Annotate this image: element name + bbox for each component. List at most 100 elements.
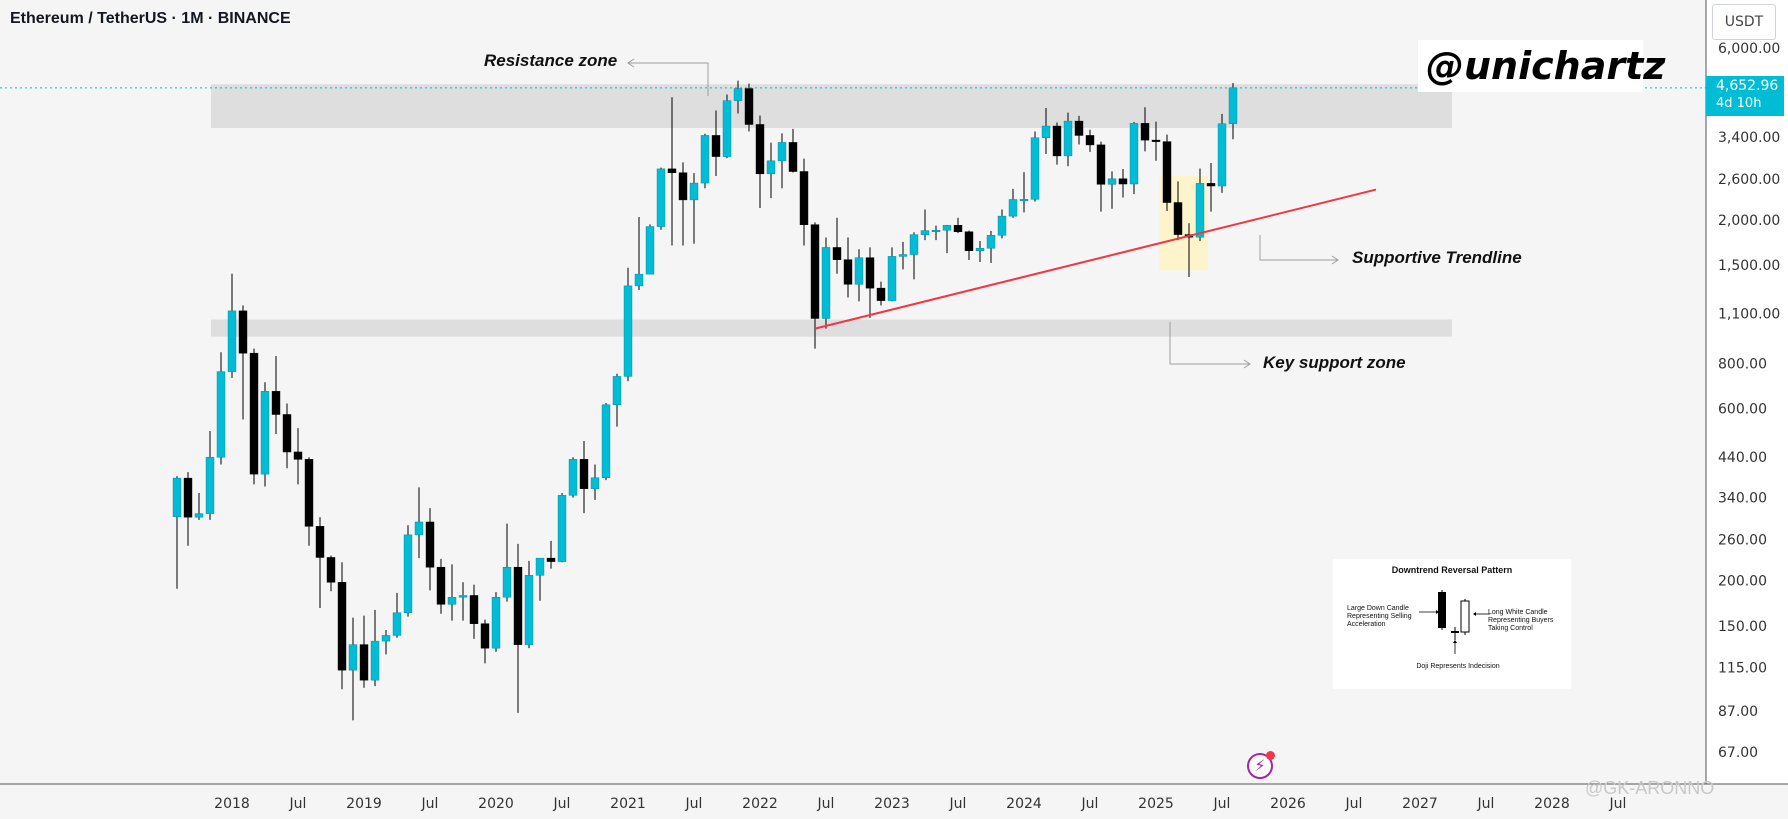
- notification-dot-icon: [1266, 751, 1275, 760]
- candle: [942, 224, 952, 254]
- bearish-candle-body: [799, 171, 809, 225]
- legend-doji-text: Doji Represents Indecision: [1416, 663, 1500, 670]
- candle: [447, 564, 457, 621]
- x-tick-label: Jul: [1213, 796, 1231, 812]
- candle: [557, 493, 567, 563]
- candle: [513, 543, 523, 713]
- candle: [821, 237, 831, 329]
- bearish-candle-body: [326, 557, 336, 583]
- candle: [260, 382, 270, 487]
- y-tick-label: 87.00: [1718, 704, 1758, 720]
- candle: [975, 240, 985, 263]
- x-tick-label: Jul: [1477, 796, 1495, 812]
- bullish-candle-body: [392, 612, 402, 636]
- bullish-candle-body: [766, 160, 776, 175]
- candle: [326, 555, 336, 592]
- bearish-candle-body: [755, 124, 765, 175]
- candle: [568, 457, 578, 498]
- candle: [755, 115, 765, 209]
- y-tick-label: 200.00: [1718, 574, 1767, 590]
- candle: [788, 128, 798, 173]
- bullish-candle-body: [502, 566, 512, 598]
- bullish-candle-body: [601, 404, 611, 478]
- bearish-candle-body: [359, 644, 369, 681]
- candle: [1107, 171, 1117, 209]
- bullish-candle-body: [414, 521, 424, 536]
- candle: [1217, 113, 1227, 193]
- bearish-candle-body: [788, 142, 798, 172]
- y-tick-label: 2,600.00: [1718, 172, 1780, 188]
- bullish-candle-body: [909, 234, 919, 255]
- y-tick-label: 3,400.00: [1718, 130, 1780, 146]
- candle: [271, 355, 281, 435]
- bearish-candle-body: [425, 521, 435, 568]
- bullish-candle-body: [524, 575, 534, 645]
- candle: [579, 441, 589, 514]
- candle-countdown-label: 4d 10h: [1716, 96, 1762, 111]
- bearish-candle-body: [315, 526, 325, 558]
- y-tick-label: 2,000.00: [1718, 213, 1780, 229]
- candle: [1140, 107, 1150, 152]
- bearish-candle-body: [480, 623, 490, 649]
- candle: [909, 232, 919, 280]
- bullish-candle-body: [447, 596, 457, 605]
- legend-diagram: [1419, 590, 1490, 654]
- bearish-candle-body: [876, 287, 886, 301]
- candle: [1173, 181, 1183, 241]
- candle: [414, 487, 424, 559]
- bullish-candle-body: [986, 235, 996, 249]
- bearish-candle-body: [865, 257, 875, 289]
- candle: [1195, 168, 1205, 241]
- candle: [546, 540, 556, 569]
- lightning-icon[interactable]: ⚡: [1247, 751, 1275, 779]
- candle: [645, 224, 655, 275]
- bullish-candle-body: [733, 88, 743, 101]
- bearish-candle-body: [513, 566, 523, 645]
- candle: [1096, 141, 1106, 212]
- candle: [403, 525, 413, 617]
- candle: [876, 281, 886, 306]
- candle: [623, 267, 633, 382]
- y-tick-label: 600.00: [1718, 402, 1767, 418]
- bearish-candle-body: [744, 88, 754, 125]
- candle: [392, 592, 402, 638]
- candle: [359, 615, 369, 688]
- candle: [238, 305, 248, 420]
- x-tick-label: Jul: [421, 796, 439, 812]
- x-tick-label: Jul: [817, 796, 835, 812]
- currency-unit-button[interactable]: USDT: [1712, 4, 1776, 40]
- bearish-candle-body: [293, 451, 303, 460]
- bearish-candle-body: [304, 459, 314, 527]
- candle: [315, 517, 325, 609]
- candle: [920, 209, 930, 241]
- bearish-candle-body: [1096, 144, 1106, 185]
- bearish-candle-body: [678, 172, 688, 201]
- candle: [832, 217, 842, 274]
- bearish-candle-body: [238, 310, 248, 354]
- x-tick-label: Jul: [1081, 796, 1099, 812]
- bullish-candle-body: [370, 640, 380, 681]
- candle: [711, 110, 721, 176]
- candle: [1052, 122, 1062, 165]
- x-tick-label: 2019: [346, 796, 382, 812]
- candle: [601, 403, 611, 481]
- bearish-candle-body: [832, 247, 842, 260]
- x-tick-label: Jul: [685, 796, 703, 812]
- candle: [656, 167, 666, 230]
- bullish-candle-body: [689, 182, 699, 201]
- candle: [293, 428, 303, 485]
- bullish-candle-body: [1008, 199, 1018, 217]
- candle: [480, 619, 490, 664]
- legend-title: Downtrend Reversal Pattern: [1391, 565, 1513, 575]
- bullish-candle-body: [491, 596, 501, 649]
- bullish-candle-body: [590, 477, 600, 489]
- support-zone: [211, 319, 1452, 337]
- candle: [1151, 121, 1161, 161]
- x-tick-label: 2024: [1006, 796, 1042, 812]
- bullish-candle-body: [942, 225, 952, 231]
- bullish-candle-body: [1019, 199, 1029, 202]
- bearish-candle-body: [1162, 141, 1172, 203]
- candle: [722, 94, 732, 159]
- candle: [469, 584, 479, 639]
